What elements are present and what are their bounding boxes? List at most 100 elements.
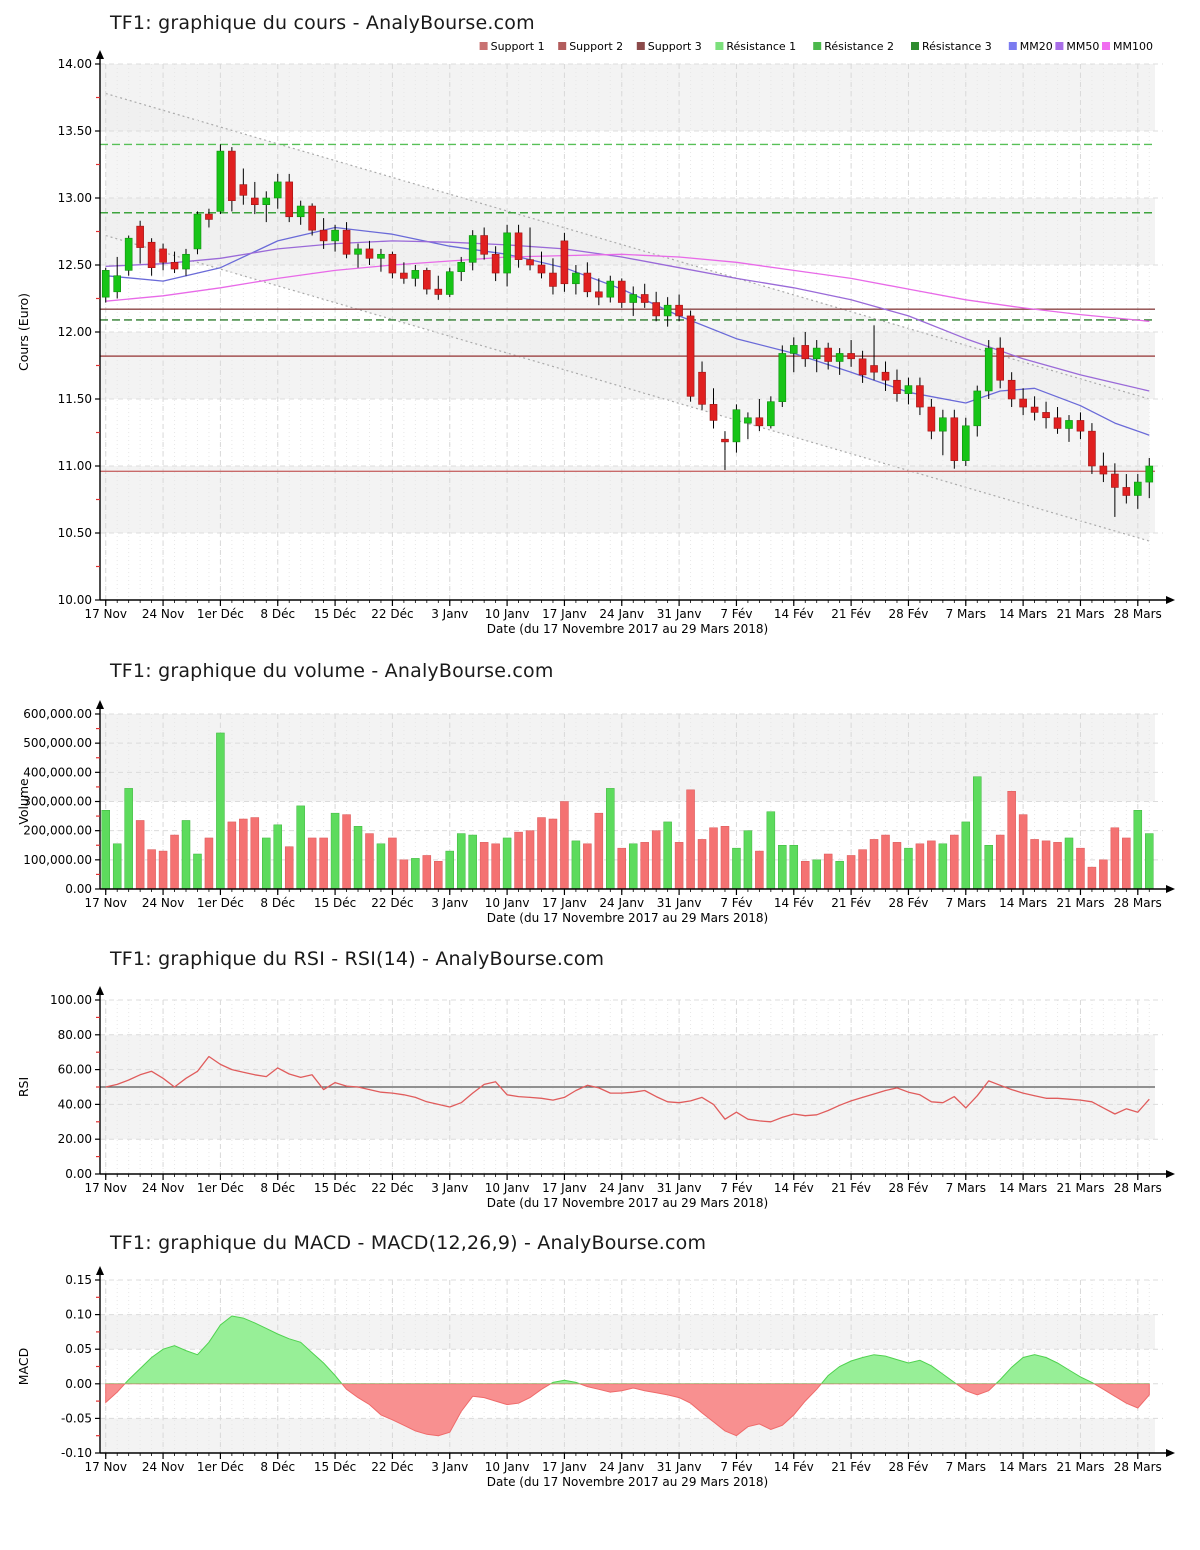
gridlines [100,63,1163,600]
legend-swatch [1102,42,1110,50]
volume-bar [1030,839,1039,890]
candle-body [617,280,626,303]
x-tick-label: 14 Fév [774,607,814,621]
y-tick-label: 0.00 [65,882,92,896]
candle-body [319,229,328,242]
x-tick-label: 8 Déc [260,1181,295,1195]
volume-bar [158,850,168,890]
legend-label: Résistance 3 [922,40,992,53]
candle-body [847,353,855,360]
x-tick-label: 28 Fév [889,896,929,910]
candle-body [721,438,729,443]
y-tick-label: 60.00 [58,1063,92,1077]
candle-body [365,248,374,259]
macd-chart: -0.10 -0.05 0.00 0.05 0.10 0.15 17 Nov 24 Nov 1e… [16,1266,1175,1489]
x-tick-label: 10 Janv [485,1460,530,1474]
x-tick-label: 3 Janv [431,896,468,910]
volume-bar [170,834,179,890]
volume-bar [628,843,638,890]
volume-bar [147,849,156,890]
y-tick-label: 500,000.00 [23,736,92,750]
volume-bar [915,843,925,890]
volume-bar [250,817,260,890]
y-tick-label: 0.10 [65,1308,92,1322]
candle-body [205,213,213,220]
candle-body [251,197,259,205]
x-tick-label: 17 Nov [84,1181,127,1195]
y-tick-label: 40.00 [58,1097,92,1111]
volume-bar [1041,840,1051,890]
candle-body [824,347,832,362]
volume-bar [284,846,294,890]
y-tick-label: 12.00 [58,325,92,339]
volume-chart-title: TF1: graphique du volume - AnalyBourse.c… [110,660,554,682]
candle-body [732,409,741,443]
y-axis-title: Cours (Euro) [16,293,31,371]
axes: 10.00 10.50 11.00 11.50 12.00 12.50 13.00 13.50… [16,50,1175,636]
y-tick-label: 80.00 [58,1028,92,1042]
rsi-chart-section: TF1: graphique du RSI - RSI(14) - AnalyB… [0,936,1200,1220]
x-tick-label: 28 Mars [1114,1181,1162,1195]
legend-label: MM100 [1113,40,1153,53]
candle-body [1019,398,1027,408]
candle-body [216,150,225,212]
candle-body [159,248,167,263]
resistance-lines [100,143,1155,321]
x-tick-label: 14 Fév [774,896,814,910]
x-tick-label: 14 Mars [999,607,1047,621]
y-tick-label: 14.00 [58,57,92,71]
x-tick-label: 14 Mars [999,1460,1047,1474]
x-tick-label: 8 Déc [260,896,295,910]
candle-body [984,347,993,392]
y-tick-label: 12.50 [58,258,92,272]
x-tick-label: 31 Janv [657,896,702,910]
candle-body [1065,420,1073,429]
y-tick-label: 600,000.00 [23,707,92,721]
candle-body [113,275,122,293]
volume-bar [778,845,787,890]
volume-bar [227,821,237,890]
x-tick-label: 10 Janv [485,896,530,910]
volume-bar [1099,859,1108,890]
x-tick-label: 22 Déc [371,607,413,621]
candle-body [526,259,534,266]
volume-bar [1133,810,1143,890]
volume-bar [388,837,397,890]
volume-bar [491,843,500,890]
band [100,714,1155,802]
candle-body [273,181,282,199]
y-tick-label: 11.50 [58,392,92,406]
legend-swatch [911,42,919,50]
candle-body [709,404,718,421]
candle-body [904,385,913,394]
volume-bar [353,826,363,890]
x-tick-label: 1er Déc [197,896,244,910]
candle-body [491,253,500,274]
volume-bar [1145,833,1154,890]
x-tick-label: 24 Nov [142,1181,185,1195]
volume-bar [697,839,707,890]
x-axis-arrow [1166,1170,1175,1178]
rsi-chart-title: TF1: graphique du RSI - RSI(14) - AnalyB… [110,948,605,970]
legend-label: Résistance 2 [824,40,894,53]
candle-body [445,271,454,295]
legend-label: Résistance 1 [726,40,796,53]
legend-swatch [558,42,567,50]
x-axis-title: Date (du 17 Novembre 2017 au 29 Mars 201… [487,911,768,925]
x-tick-label: 28 Fév [889,1181,929,1195]
x-tick-label: 17 Janv [542,1460,587,1474]
x-tick-label: 24 Nov [142,896,185,910]
y-tick-label: 0.00 [65,1377,92,1391]
y-tick-label: 0.15 [65,1273,92,1287]
y-axis-arrow [96,700,104,709]
macd-negative-area [105,1383,1150,1437]
x-tick-label: 17 Nov [84,607,127,621]
x-tick-label: 28 Mars [1114,607,1162,621]
channel-lower-line [105,234,1150,542]
x-tick-label: 24 Nov [142,1460,185,1474]
legend-swatch [813,42,822,50]
x-tick-label: 17 Nov [84,896,127,910]
x-tick-label: 21 Fév [831,1460,871,1474]
candle-body [755,417,764,427]
candle-body [789,345,798,354]
